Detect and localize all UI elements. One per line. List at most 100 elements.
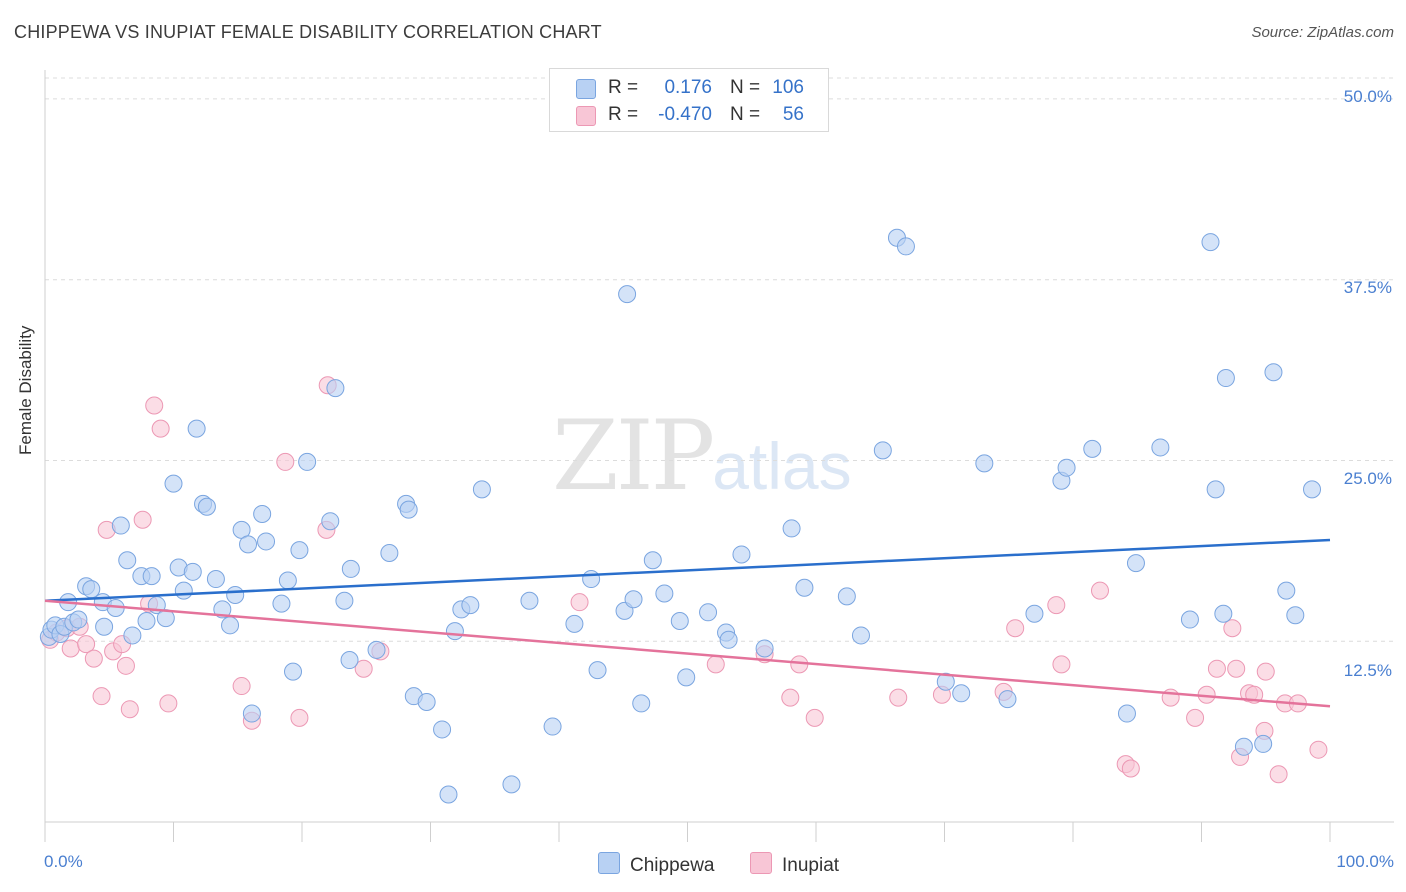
y-tick-label-25: 25.0% <box>1343 469 1392 488</box>
chippewa-point <box>118 551 137 570</box>
chippewa-point <box>873 441 892 460</box>
watermark-atlas: atlas <box>712 429 852 503</box>
chippewa-point <box>380 544 399 563</box>
watermark-zip: ZIP <box>552 400 715 512</box>
chippewa-point <box>399 500 418 519</box>
chippewa-point <box>1126 554 1145 573</box>
chippewa-point <box>1214 604 1233 623</box>
chippewa-point <box>520 591 539 610</box>
inupiat-point <box>1207 659 1226 678</box>
r-value: 0.176 <box>664 77 712 98</box>
legend-row-inupiat: R = -0.470 N = 56 <box>550 102 828 128</box>
inupiat-point <box>116 656 135 675</box>
n-label: N = <box>730 104 761 125</box>
chippewa-point <box>1264 363 1283 382</box>
y-tick-label-12-5: 12.5% <box>1343 661 1392 680</box>
chippewa-point <box>82 580 101 599</box>
n-value: 106 <box>772 77 804 98</box>
chippewa-point <box>1083 439 1102 458</box>
chippewa-point <box>632 694 651 713</box>
chippewa-point <box>433 720 452 739</box>
chippewa-point <box>142 567 161 586</box>
inupiat-point <box>1090 581 1109 600</box>
inupiat-point <box>781 688 800 707</box>
chippewa-point <box>174 581 193 600</box>
chippewa-point <box>187 419 206 438</box>
x-tick-label-100: 100.0% <box>1336 852 1394 871</box>
watermark: ZIPatlas <box>552 400 852 512</box>
chippewa-point <box>952 684 971 703</box>
chippewa-point <box>1201 233 1220 252</box>
chippewa-point <box>197 497 216 516</box>
inupiat-point <box>145 396 164 415</box>
chippewa-point <box>340 651 359 670</box>
legend-item-chippewa[interactable]: Chippewa <box>598 852 715 877</box>
chippewa-point <box>1151 438 1170 457</box>
chippewa-point <box>588 661 607 680</box>
chippewa-point <box>565 614 584 633</box>
chippewa-point <box>755 639 774 658</box>
source-label: Source: ZipAtlas.com <box>1251 24 1394 41</box>
inupiat-point <box>354 659 373 678</box>
inupiat-point <box>232 677 251 696</box>
chippewa-points <box>39 228 1322 804</box>
chippewa-point <box>732 545 751 564</box>
chippewa-point <box>326 379 345 398</box>
chippewa-point <box>439 785 458 804</box>
n-label: N = <box>730 77 761 98</box>
chippewa-point <box>164 474 183 493</box>
inupiat-point <box>290 708 309 727</box>
inupiat-point <box>276 452 295 471</box>
inupiat-point <box>1227 659 1246 678</box>
chippewa-point <box>272 594 291 613</box>
legend-item-inupiat[interactable]: Inupiat <box>750 852 839 877</box>
chippewa-point <box>936 672 955 691</box>
chippewa-trend-line <box>44 538 1331 602</box>
chippewa-point <box>975 454 994 473</box>
inupiat-point <box>1006 619 1025 638</box>
r-label: R = <box>608 77 639 98</box>
chippewa-point <box>137 611 156 630</box>
chippewa-point <box>461 596 480 615</box>
chippewa-point <box>226 585 245 604</box>
chippewa-point <box>221 616 240 635</box>
chippewa-point <box>1286 606 1305 625</box>
chippewa-point <box>278 571 297 590</box>
chippewa-point <box>341 559 360 578</box>
chippewa-point <box>1057 458 1076 477</box>
chippewa-point <box>1206 480 1225 499</box>
chippewa-point <box>543 717 562 736</box>
inupiat-point <box>120 700 139 719</box>
chippewa-legend-swatch <box>598 852 620 874</box>
inupiat-point <box>1309 740 1328 759</box>
chippewa-point <box>699 603 718 622</box>
inupiat-point <box>84 649 103 668</box>
chippewa-point <box>445 622 464 641</box>
axes <box>44 70 1394 842</box>
chippewa-point <box>618 285 637 304</box>
chippewa-point <box>998 690 1017 709</box>
chart-title: CHIPPEWA VS INUPIAT FEMALE DISABILITY CO… <box>14 22 602 42</box>
inupiat-point <box>1047 596 1066 615</box>
chippewa-point <box>502 775 521 794</box>
chippewa-point <box>655 584 674 603</box>
inupiat-point <box>77 635 96 654</box>
inupiat-point <box>61 639 80 658</box>
grid-lines <box>45 77 1394 642</box>
chippewa-point <box>670 611 689 630</box>
chippewa-point <box>335 591 354 610</box>
chippewa-point <box>242 704 261 723</box>
chippewa-point <box>284 662 303 681</box>
chippewa-point <box>239 535 258 554</box>
chippewa-point <box>1117 704 1136 723</box>
r-label: R = <box>608 104 639 125</box>
chippewa-point <box>367 640 386 659</box>
chippewa-point <box>183 562 202 581</box>
chippewa-point <box>298 452 317 471</box>
chippewa-point <box>257 532 276 551</box>
inupiat-point <box>1269 765 1288 784</box>
chippewa-point <box>719 630 738 649</box>
y-tick-label-37-5: 37.5% <box>1343 278 1392 297</box>
y-tick-label-50: 50.0% <box>1343 87 1392 106</box>
chippewa-point <box>123 626 142 645</box>
